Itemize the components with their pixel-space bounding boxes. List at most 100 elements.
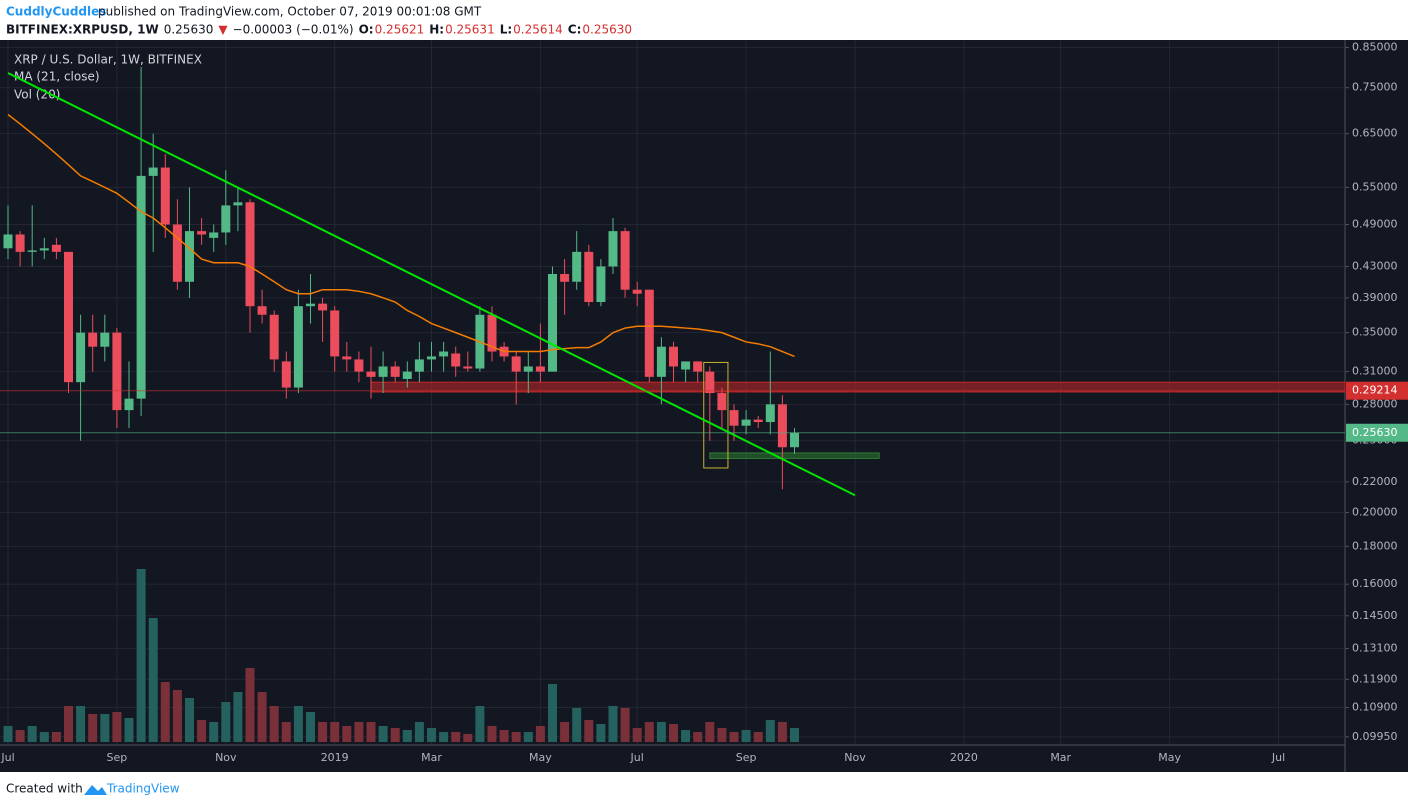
candle-body <box>27 250 37 252</box>
candle-body <box>209 232 219 238</box>
moving-average <box>7 113 795 358</box>
candle-body <box>632 289 642 294</box>
x-tick-label: Nov <box>215 751 237 764</box>
y-tick-label: 0.16000 <box>1352 577 1398 590</box>
candle-body <box>765 404 775 423</box>
candle-body <box>729 410 739 426</box>
volume-bar <box>3 726 13 742</box>
published: published on TradingView.com, October 07… <box>98 5 482 19</box>
candle-body <box>64 251 73 383</box>
volume-bar <box>439 732 449 742</box>
volume-bar <box>511 732 521 742</box>
candle-body <box>681 361 691 370</box>
candle-body <box>318 303 328 311</box>
volume-bar <box>354 722 364 742</box>
volume-bar <box>172 690 182 742</box>
volume-bar <box>427 728 436 742</box>
candle-body <box>112 332 122 411</box>
volume-bar <box>112 712 122 742</box>
volume-bar <box>717 728 727 742</box>
x-tick-label: 2020 <box>950 751 978 764</box>
volume-bar <box>269 706 279 742</box>
candle-body <box>221 205 231 233</box>
volume-bar <box>209 722 219 742</box>
logo <box>84 785 107 795</box>
volume-bar <box>790 728 799 742</box>
candle-body <box>548 274 557 372</box>
candle-body <box>390 366 400 377</box>
volume-bar <box>741 730 751 742</box>
x-tick-label: Jul <box>630 751 644 764</box>
candle-body <box>414 359 424 372</box>
volume-bar <box>620 708 630 742</box>
volume-bar <box>27 726 37 742</box>
candle-body <box>777 404 787 448</box>
price-label: 0.29214 <box>1352 384 1398 397</box>
volume-bar <box>366 722 376 742</box>
volume-bar <box>656 722 666 742</box>
candle-body <box>76 332 86 383</box>
volume-bar <box>548 684 557 742</box>
y-tick-label: 0.09950 <box>1352 730 1398 743</box>
legend-volume: Vol (20) <box>14 88 60 102</box>
x-tick-label: Sep <box>107 751 128 764</box>
quote-symbol: BITFINEX:XRPUSD, 1W <box>6 23 159 37</box>
candle-body <box>366 371 376 377</box>
volume-bar <box>535 726 545 742</box>
price-label-box <box>1346 423 1408 442</box>
volume-bar <box>499 730 509 742</box>
y-tick-label: 0.49000 <box>1352 217 1398 230</box>
quote-value: 0.25614 <box>513 23 563 37</box>
quote-key: H: <box>429 23 444 37</box>
y-tick-label: 0.65000 <box>1352 127 1398 140</box>
y-tick-label: 0.22000 <box>1352 475 1398 488</box>
candle-body <box>572 251 582 282</box>
volume-bar <box>185 698 194 742</box>
y-tick-label: 0.20000 <box>1352 505 1398 518</box>
candle-body <box>439 351 449 357</box>
candle-body <box>100 332 110 347</box>
candle-body <box>342 356 352 360</box>
quote-change: −0.00003 (−0.01%) <box>233 23 354 37</box>
author[interactable]: CuddlyCuddles <box>6 5 106 19</box>
volume-bar <box>15 730 25 742</box>
volume-bar <box>76 706 86 742</box>
volume-bar <box>632 728 642 742</box>
y-tick-label: 0.11900 <box>1352 672 1398 685</box>
volume-bar <box>681 730 691 742</box>
candle-body <box>402 371 412 379</box>
footer-brand[interactable]: TradingView <box>106 782 180 796</box>
candle-body <box>596 266 606 302</box>
quote-arrow: ▼ <box>218 23 228 37</box>
volume-bar <box>100 714 110 742</box>
candle-body <box>185 231 194 282</box>
volume-bar <box>378 726 388 742</box>
candle-body <box>620 231 630 290</box>
y-tick-label: 0.43000 <box>1352 259 1398 272</box>
candle-body <box>535 366 545 372</box>
y-tick-label: 0.35000 <box>1352 326 1398 339</box>
volume-bar <box>414 722 424 742</box>
y-tick-label: 0.55000 <box>1352 180 1398 193</box>
candle-body <box>293 306 303 388</box>
volume-bar <box>729 732 739 742</box>
volume-bar <box>463 734 473 742</box>
y-tick-label: 0.14500 <box>1352 609 1398 622</box>
candle-body <box>354 359 364 372</box>
candle-body <box>427 356 436 360</box>
volume-bar <box>644 722 654 742</box>
volume-bar <box>584 720 594 742</box>
candle-body <box>790 432 799 448</box>
quote-value: 0.25630 <box>582 23 632 37</box>
volume-bar <box>608 706 618 742</box>
candle-body <box>233 202 243 206</box>
volume-bar <box>197 720 207 742</box>
candle-body <box>608 231 618 267</box>
volume-bar <box>318 722 328 742</box>
volume-bar <box>330 722 340 742</box>
candle-body <box>148 167 158 176</box>
quote-key: O: <box>359 23 374 37</box>
y-tick-label: 0.13100 <box>1352 641 1398 654</box>
